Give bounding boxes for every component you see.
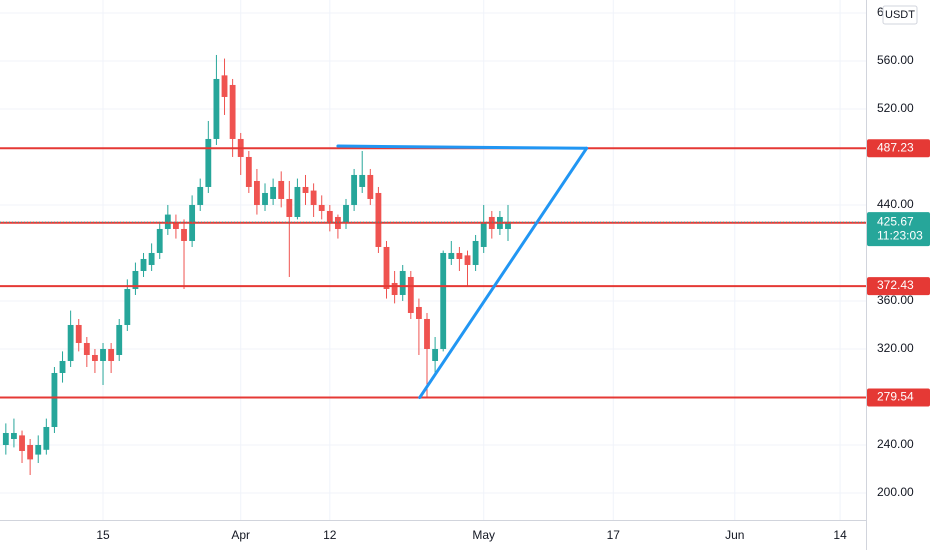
countdown-label: 11:23:03: [877, 228, 923, 242]
candle-body: [318, 204, 325, 211]
candle-body: [286, 198, 293, 217]
candle-body: [205, 138, 212, 187]
candle-body: [197, 186, 204, 205]
candle-body: [92, 354, 98, 361]
y-tick-label: 440.00: [877, 197, 914, 211]
x-tick-label: 14: [833, 528, 847, 542]
candle-body: [472, 240, 479, 265]
last-price-box: [867, 212, 930, 247]
candle-body: [132, 270, 139, 289]
candle-body: [351, 174, 358, 205]
level-label: 372.43: [877, 278, 914, 292]
candle-body: [2, 432, 9, 445]
candle-body: [116, 324, 123, 355]
y-tick-label: 560.00: [877, 53, 914, 67]
candle-body: [75, 324, 82, 343]
level-label: 487.23: [877, 140, 914, 154]
y-tick-label: 520.00: [877, 101, 914, 115]
candle-body: [407, 276, 414, 313]
level-label-box: [867, 139, 930, 158]
y-tick-label: 320.00: [877, 341, 914, 355]
candle-body: [294, 186, 301, 217]
candle-body: [391, 282, 398, 295]
candle-body: [43, 426, 50, 450]
candle-body: [67, 324, 74, 361]
candle-body: [383, 246, 390, 289]
y-tick-label: 200.00: [877, 485, 914, 499]
candle-body: [173, 222, 179, 229]
candle-body: [375, 192, 382, 247]
candle-body: [83, 342, 90, 355]
candle-body: [35, 444, 42, 455]
candle-body: [59, 360, 66, 373]
x-tick-label: 17: [607, 528, 621, 542]
candle-body: [140, 258, 147, 271]
candle-body: [108, 348, 115, 361]
candle-body: [367, 174, 374, 199]
candle-body: [302, 186, 309, 193]
candle-body: [399, 270, 406, 295]
level-label-box: [867, 277, 930, 296]
candle-body: [505, 221, 511, 229]
candle-body: [229, 84, 236, 139]
candle-body: [148, 252, 155, 265]
x-tick-label: Apr: [231, 528, 250, 542]
candle-body: [254, 180, 260, 205]
candle-body: [245, 156, 252, 187]
x-tick-label: Jun: [725, 528, 744, 542]
candle-body: [270, 186, 277, 199]
candle-body: [480, 222, 487, 247]
candle-body: [213, 78, 220, 139]
y-tick-label: 360.00: [877, 293, 914, 307]
candle-body: [464, 255, 471, 265]
candle-body: [124, 288, 131, 325]
candle-body: [19, 435, 25, 451]
candle-body: [456, 252, 463, 259]
x-tick-label: 12: [323, 528, 337, 542]
level-label-box: [867, 388, 930, 407]
candle-body: [100, 348, 106, 361]
candle-body: [278, 180, 285, 199]
candle-body: [181, 228, 187, 241]
trendline: [336, 144, 589, 150]
candle-body: [51, 372, 58, 427]
candle-body: [310, 190, 317, 205]
candle-body: [440, 252, 447, 349]
candle-body: [326, 210, 333, 223]
x-tick-label: May: [472, 528, 495, 542]
candle-body: [359, 174, 366, 187]
candle-body: [221, 75, 228, 97]
candle-body: [424, 318, 430, 349]
candle-body: [27, 444, 34, 460]
candle-body: [415, 306, 422, 319]
trendline: [418, 146, 589, 400]
level-label: 279.54: [877, 390, 914, 404]
currency-box: [882, 5, 918, 25]
currency-label: USDT: [885, 9, 915, 21]
candle-body: [156, 228, 163, 253]
candle-body: [432, 348, 439, 361]
candle-body: [448, 252, 455, 259]
last-price-label: 425.67: [877, 214, 914, 228]
candle-body: [262, 192, 268, 205]
candle-body: [343, 204, 349, 223]
candle-body: [11, 432, 17, 439]
x-tick-label: 15: [96, 528, 110, 542]
y-tick-label: 240.00: [877, 437, 914, 451]
